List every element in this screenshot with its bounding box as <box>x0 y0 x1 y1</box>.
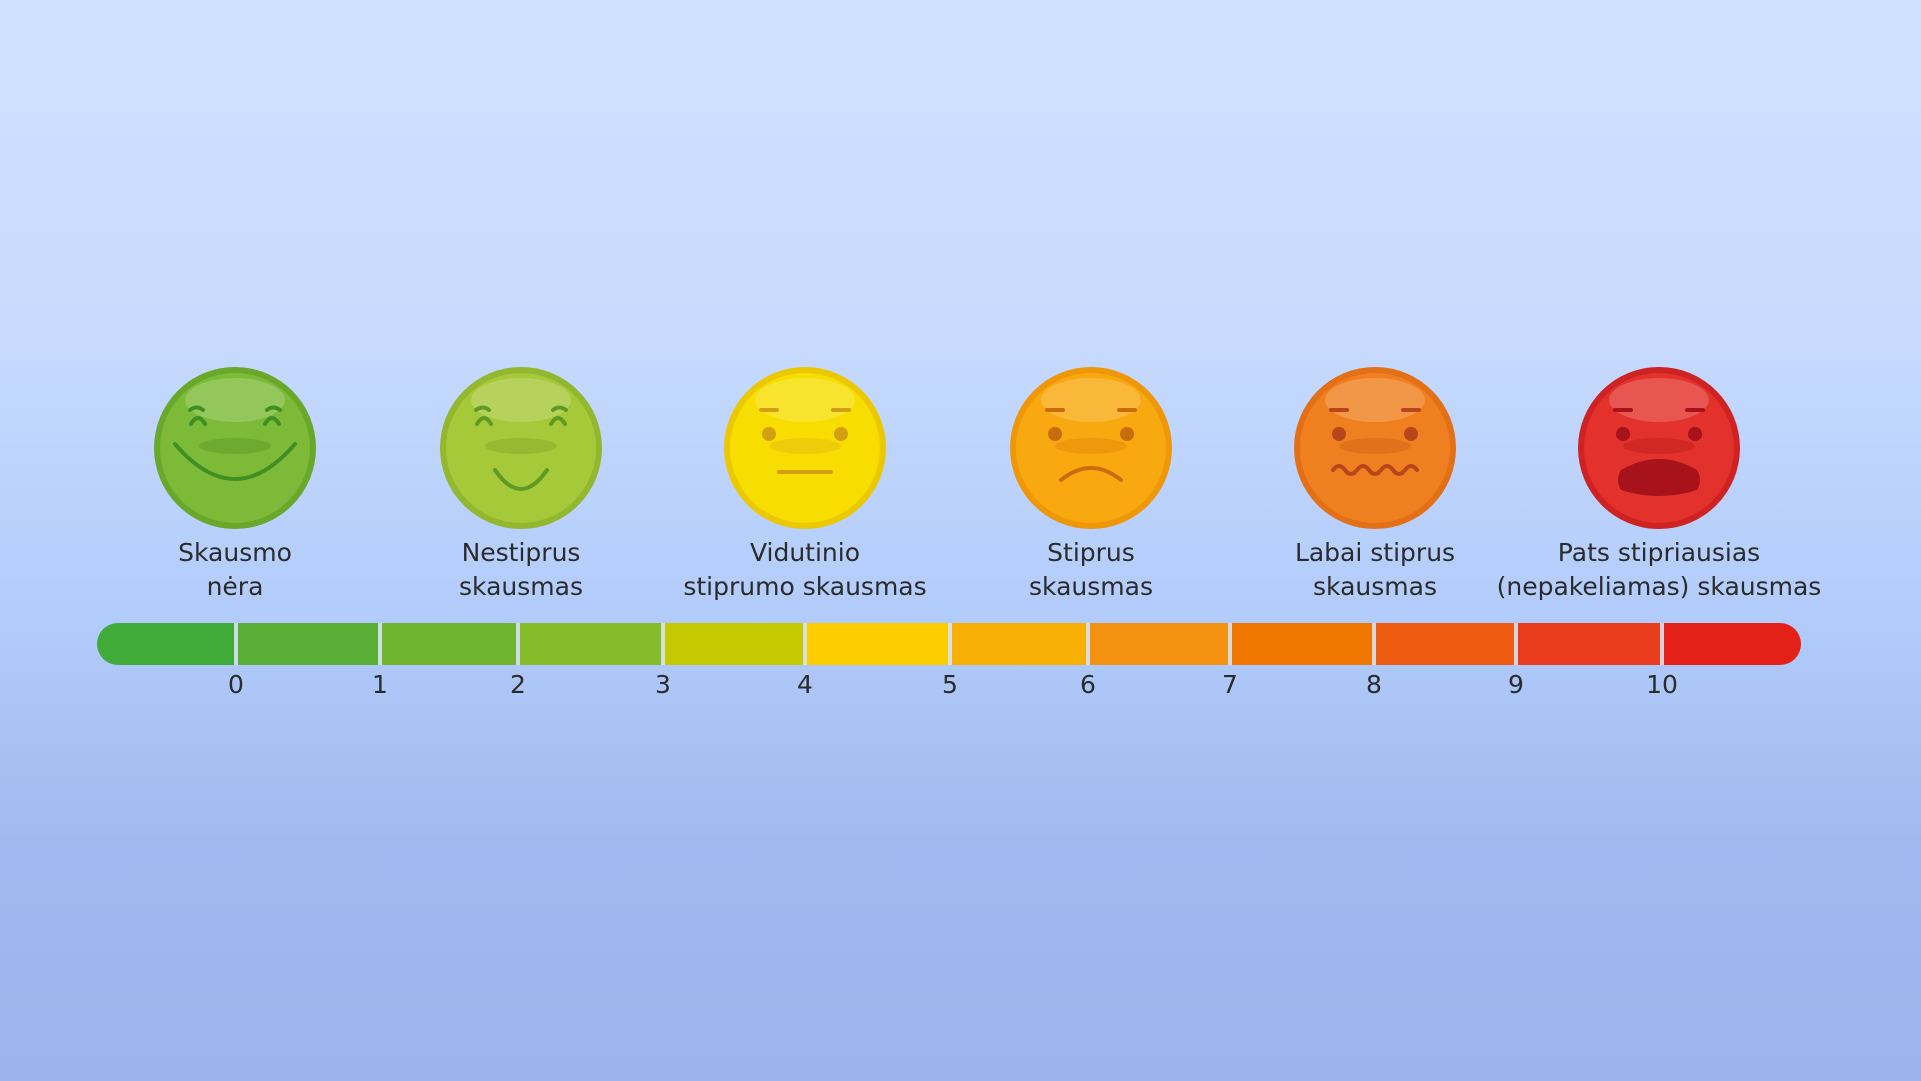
scale-segment <box>950 623 1089 665</box>
level-label: Stiprus skausmas <box>911 536 1271 604</box>
level-label-line1: Nestiprus <box>461 538 581 567</box>
scale-tick-mark <box>948 623 952 665</box>
level-label-line2: stiprumo skausmas <box>683 572 927 601</box>
scale-segment <box>1516 623 1663 665</box>
tick-label: 4 <box>797 670 813 699</box>
level-label-line2: (nepakeliamas) skausmas <box>1496 572 1822 601</box>
scale-tick-mark <box>516 623 520 665</box>
scale-tick-mark <box>1228 623 1232 665</box>
scale-segment <box>1374 623 1517 665</box>
level-label-line2: skausmas <box>1313 572 1437 601</box>
tick-label: 6 <box>1080 670 1096 699</box>
tick-label: 9 <box>1508 670 1524 699</box>
scale-segment <box>1662 623 1801 665</box>
scale-segment <box>236 623 381 665</box>
level-label: Skausmo nėra <box>55 536 415 604</box>
scale-segment <box>663 623 806 665</box>
level-label-line1: Skausmo <box>178 538 292 567</box>
grimace-face-icon <box>1577 366 1741 530</box>
scale-segment <box>805 623 951 665</box>
level-label-line2: skausmas <box>1029 572 1153 601</box>
level-label-line1: Stiprus <box>1047 538 1135 567</box>
scale-tick-mark <box>1514 623 1518 665</box>
level-label-line2: nėra <box>206 572 264 601</box>
scale-segment <box>97 623 237 665</box>
scale-tick-mark <box>803 623 807 665</box>
frown-face-icon <box>1009 366 1173 530</box>
wavy-mouth-face-icon <box>1293 366 1457 530</box>
tick-label: 0 <box>228 670 244 699</box>
neutral-face-icon <box>723 366 887 530</box>
scale-tick-mark <box>1660 623 1664 665</box>
big-smile-face-icon <box>153 366 317 530</box>
tick-label: 8 <box>1366 670 1382 699</box>
level-label-line2: skausmas <box>459 572 583 601</box>
scale-tick-mark <box>1086 623 1090 665</box>
tick-label: 2 <box>510 670 526 699</box>
scale-tick-mark <box>661 623 665 665</box>
tick-label: 1 <box>372 670 388 699</box>
scale-segment <box>1088 623 1231 665</box>
scale-segment <box>518 623 664 665</box>
scale-tick-mark <box>234 623 238 665</box>
level-label: Nestiprus skausmas <box>341 536 701 604</box>
level-label: Pats stipriausias (nepakeliamas) skausmas <box>1479 536 1839 604</box>
pain-scale-bar <box>97 623 1801 665</box>
level-label-line1: Vidutinio <box>749 538 861 567</box>
level-label-line1: Pats stipriausias <box>1557 538 1761 567</box>
tick-label: 3 <box>655 670 671 699</box>
level-label: Vidutinio stiprumo skausmas <box>625 536 985 604</box>
tick-label: 7 <box>1222 670 1238 699</box>
scale-segment <box>1230 623 1375 665</box>
tick-label: 5 <box>942 670 958 699</box>
scale-tick-mark <box>1372 623 1376 665</box>
smile-face-icon <box>439 366 603 530</box>
scale-tick-mark <box>378 623 382 665</box>
level-label: Labai stiprus skausmas <box>1195 536 1555 604</box>
level-label-line1: Labai stiprus <box>1294 538 1456 567</box>
tick-label: 10 <box>1646 670 1678 699</box>
scale-segment <box>380 623 519 665</box>
